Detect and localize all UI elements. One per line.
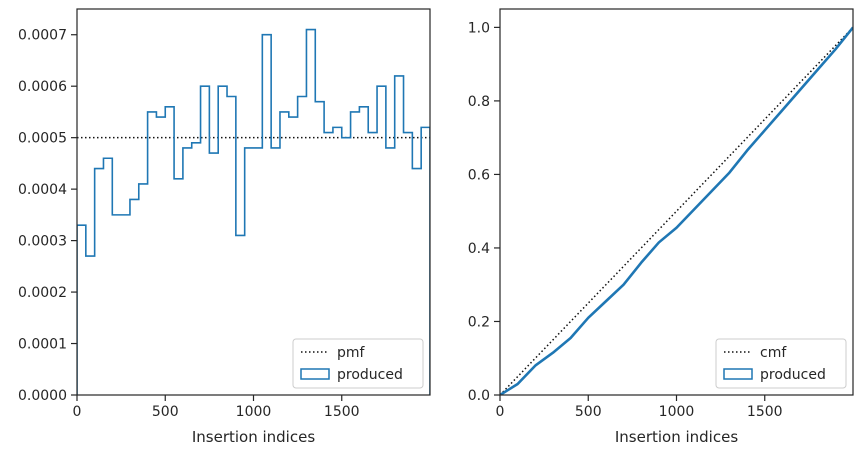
x-axis-label: Insertion indices bbox=[615, 428, 738, 446]
histogram-bin bbox=[254, 148, 263, 395]
plot-area bbox=[77, 28, 430, 395]
y-tick-label: 1.0 bbox=[468, 20, 490, 36]
plot-area bbox=[500, 26, 853, 395]
histogram-bin bbox=[112, 215, 121, 395]
histogram-bin bbox=[209, 153, 218, 395]
histogram-bin bbox=[86, 256, 95, 395]
y-tick-label: 0.0000 bbox=[18, 388, 67, 404]
y-tick-label: 0.4 bbox=[468, 241, 490, 257]
legend: cmf produced bbox=[715, 338, 847, 389]
cmf-panel: 0 500 1000 1500 0.0 0.2 0.4 0.6 0.8 1.0 Insertion … bbox=[468, 8, 854, 446]
histogram-bin bbox=[95, 169, 104, 395]
legend-label-cmf: cmf bbox=[760, 345, 787, 361]
y-tick-label: 0.0001 bbox=[18, 337, 67, 353]
y-tick-label: 0.6 bbox=[468, 167, 490, 183]
histogram-bin bbox=[227, 96, 236, 395]
histogram-bin bbox=[148, 112, 157, 395]
x-tick-label: 500 bbox=[575, 404, 602, 420]
legend-swatch-produced bbox=[300, 368, 330, 380]
histogram-bin bbox=[183, 148, 192, 395]
reference-line-cmf bbox=[500, 26, 853, 395]
y-tick-label: 0.0002 bbox=[18, 285, 67, 301]
histogram-bin bbox=[280, 112, 289, 395]
y-tick-label: 0.0005 bbox=[18, 131, 67, 147]
histogram-bin bbox=[139, 184, 148, 395]
legend-label-produced: produced bbox=[337, 367, 403, 383]
histogram-bin bbox=[245, 148, 254, 395]
x-tick-label: 1500 bbox=[324, 404, 360, 420]
histogram-bin bbox=[262, 35, 271, 395]
y-tick-label: 0.0007 bbox=[18, 28, 67, 44]
histogram-bin bbox=[236, 235, 245, 395]
legend-label-produced: produced bbox=[760, 367, 826, 383]
y-tick-label: 0.0006 bbox=[18, 79, 67, 95]
pmf-panel: 0 500 1000 1500 0.0000 0.0001 0.0002 0.0003 0.00… bbox=[18, 8, 431, 446]
axes-frame bbox=[499, 8, 854, 396]
y-tick-label: 0.2 bbox=[468, 314, 490, 330]
histogram-bin bbox=[121, 215, 130, 395]
y-tick-label: 0.0004 bbox=[18, 182, 67, 198]
x-tick-label: 1000 bbox=[659, 404, 695, 420]
y-tick-label: 0.0 bbox=[468, 388, 490, 404]
legend-label-pmf: pmf bbox=[337, 345, 366, 361]
histogram-bin bbox=[130, 199, 139, 395]
histogram-bin bbox=[192, 143, 201, 395]
histogram-step-produced bbox=[77, 28, 430, 395]
x-tick-label: 500 bbox=[152, 404, 179, 420]
histogram-bin bbox=[271, 148, 280, 395]
x-tick-label: 1500 bbox=[747, 404, 783, 420]
x-axis-label: Insertion indices bbox=[192, 428, 315, 446]
y-tick-label: 0.8 bbox=[468, 94, 490, 110]
legend-swatch-produced bbox=[723, 368, 753, 380]
histogram-bin bbox=[77, 225, 86, 395]
histogram-bin bbox=[201, 86, 210, 395]
x-tick-label: 0 bbox=[73, 404, 82, 420]
histogram-bin bbox=[218, 86, 227, 395]
x-tick-label: 1000 bbox=[236, 404, 272, 420]
histogram-bin bbox=[174, 179, 183, 395]
y-tick-label: 0.0003 bbox=[18, 234, 67, 250]
legend: pmf produced bbox=[292, 338, 424, 389]
histogram-bin bbox=[103, 158, 112, 395]
x-tick-label: 0 bbox=[496, 404, 505, 420]
histogram-bin bbox=[165, 107, 174, 395]
histogram-bin bbox=[156, 117, 165, 395]
